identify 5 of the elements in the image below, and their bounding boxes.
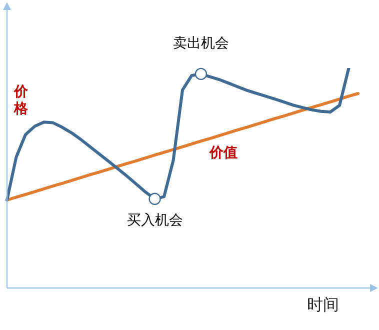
series-label: 价格	[13, 84, 30, 117]
annotation: 卖出机会	[172, 36, 229, 52]
series-label: 价值	[208, 145, 238, 162]
x-axis-title: 时间	[307, 295, 339, 314]
annotation: 买入机会	[126, 212, 183, 229]
